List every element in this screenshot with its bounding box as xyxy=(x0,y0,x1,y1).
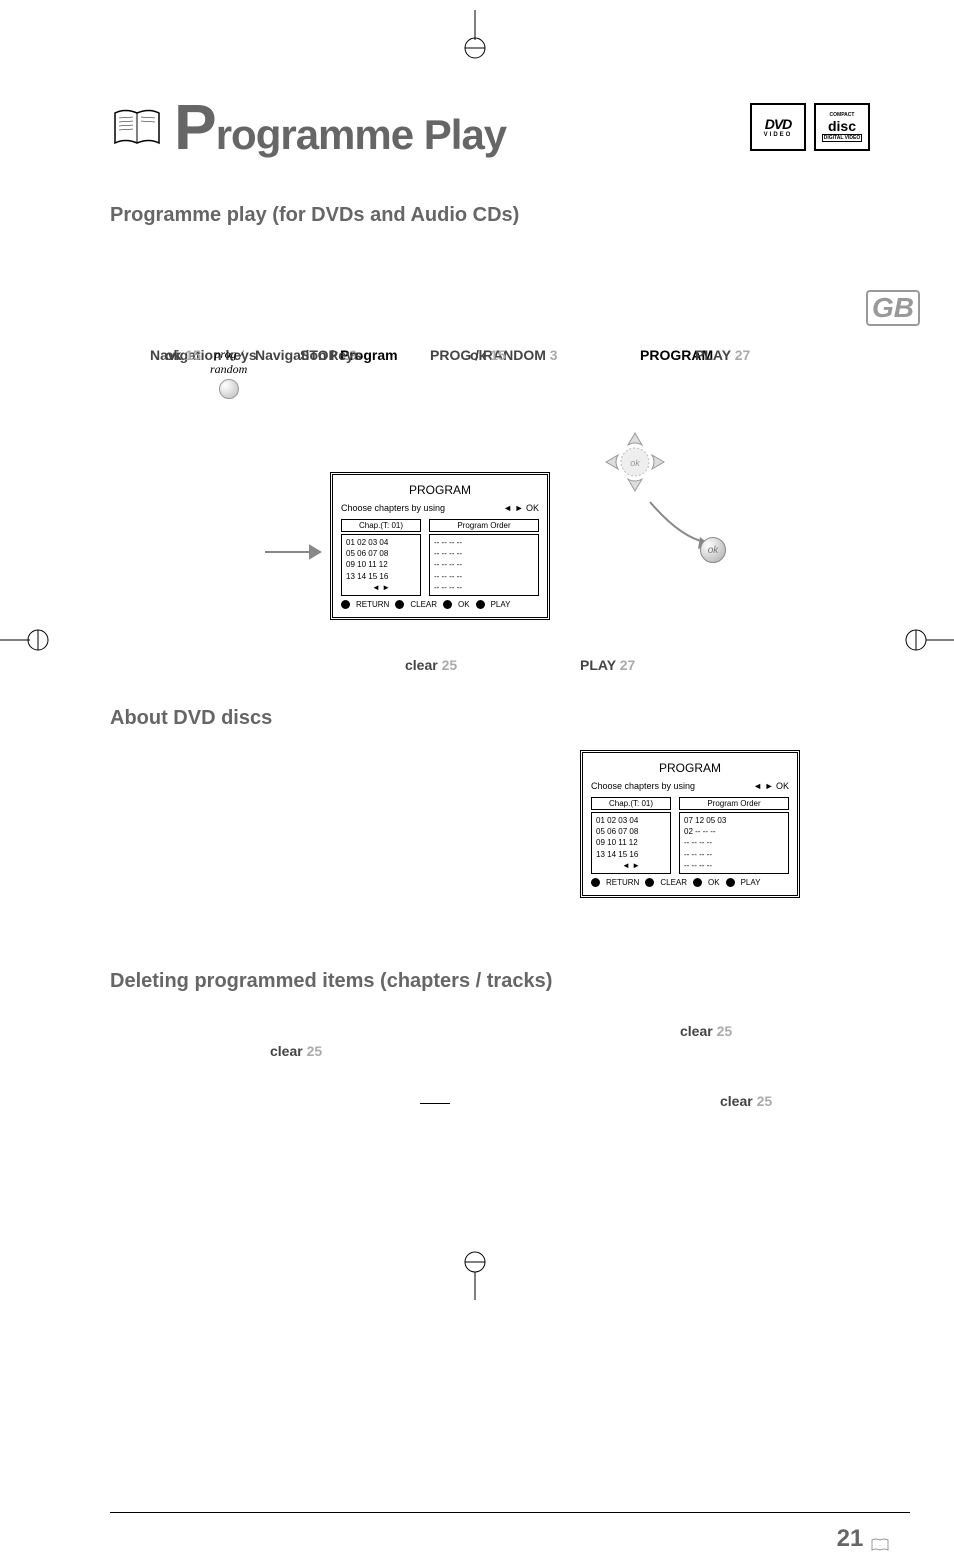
return-icon xyxy=(341,600,350,609)
label-nav2: Navigation keys xyxy=(255,347,362,363)
grid-row: 01 02 03 04 xyxy=(346,537,416,548)
round-button-icon xyxy=(219,379,239,399)
grid-row: 13 14 15 16 xyxy=(596,849,666,860)
grid-arrows: ◄ ► xyxy=(346,582,416,593)
cd-logo: COMPACT disc DIGITAL VIDEO xyxy=(814,103,870,151)
ok-icon xyxy=(443,600,452,609)
page-number: 21 xyxy=(837,1525,890,1553)
clear-icon xyxy=(645,878,654,887)
small-rule xyxy=(420,1103,450,1104)
osd2-sub-left: Choose chapters by using xyxy=(591,781,695,791)
order-row: -- -- -- -- xyxy=(434,559,534,570)
osd1-sub: Choose chapters by using ◄ ► OK xyxy=(341,503,539,513)
dvd-text: DVD xyxy=(765,116,792,132)
play-icon xyxy=(726,878,735,887)
order-row: -- -- -- -- xyxy=(684,860,784,871)
osd2-title: PROGRAM xyxy=(591,761,789,775)
diagram-area: STOP 29 PROG / RANDOM 3 Navigation keys … xyxy=(110,347,870,767)
logo-row: DVD VIDEO COMPACT disc DIGITAL VIDEO xyxy=(750,103,870,151)
prog-random-label: prog / random xyxy=(210,347,247,377)
order-row: -- -- -- -- xyxy=(684,837,784,848)
return-icon xyxy=(591,878,600,887)
label-clear: clear 25 xyxy=(405,657,457,673)
osd-panel-2: PROGRAM Choose chapters by using ◄ ► OK … xyxy=(580,750,800,898)
order-row: 02 -- -- -- xyxy=(684,826,784,837)
grid-row: 13 14 15 16 xyxy=(346,571,416,582)
osd1-right-grid: -- -- -- -- -- -- -- -- -- -- -- -- -- -… xyxy=(429,534,539,596)
label-ok2: ok 15 xyxy=(165,347,201,363)
osd2-right-hdr: Program Order xyxy=(679,797,789,810)
footer-rule xyxy=(110,1512,910,1513)
order-row: 07 12 05 03 xyxy=(684,815,784,826)
delete-header: Deleting programmed items (chapters / tr… xyxy=(110,970,870,993)
cd-bot: DIGITAL VIDEO xyxy=(822,134,862,142)
dvd-sub: VIDEO xyxy=(764,132,793,138)
book-icon xyxy=(110,103,164,151)
footer-return: RETURN xyxy=(606,878,639,887)
page-title: Programme Play xyxy=(174,90,506,164)
osd1-right-hdr: Program Order xyxy=(429,519,539,532)
prog-random-button: prog / random xyxy=(210,347,247,399)
order-row: -- -- -- -- xyxy=(434,582,534,593)
play-icon xyxy=(476,600,485,609)
arrow-icon xyxy=(260,542,330,562)
osd2-left-grid: 01 02 03 04 05 06 07 08 09 10 11 12 13 1… xyxy=(591,812,671,874)
osd1-left-hdr: Chap.(T: 01) xyxy=(341,519,421,532)
order-row: -- -- -- -- xyxy=(434,537,534,548)
label-ok1: ok 15 xyxy=(470,347,506,363)
footer-play: PLAY xyxy=(491,600,511,609)
grid-arrows: ◄ ► xyxy=(596,860,666,871)
label-play: PLAY 27 xyxy=(695,347,750,363)
osd1-sub-right: ◄ ► OK xyxy=(503,503,539,513)
footer-clear: CLEAR xyxy=(410,600,437,609)
gb-badge: GB xyxy=(866,290,920,326)
osd1-left-grid: 01 02 03 04 05 06 07 08 09 10 11 12 13 1… xyxy=(341,534,421,596)
osd2-sub: Choose chapters by using ◄ ► OK xyxy=(591,781,789,791)
ok-icon xyxy=(693,878,702,887)
order-row: -- -- -- -- xyxy=(434,548,534,559)
page-book-icon xyxy=(870,1537,890,1553)
svg-text:ok: ok xyxy=(630,458,640,468)
clear-icon xyxy=(395,600,404,609)
grid-row: 01 02 03 04 xyxy=(596,815,666,826)
footer-return: RETURN xyxy=(356,600,389,609)
order-row: -- -- -- -- xyxy=(434,571,534,582)
footer-play: PLAY xyxy=(741,878,761,887)
osd2-left-hdr: Chap.(T: 01) xyxy=(591,797,671,810)
grid-row: 09 10 11 12 xyxy=(596,837,666,848)
ok-button: ok xyxy=(700,537,726,563)
footer-ok: OK xyxy=(458,600,470,609)
footer-clear: CLEAR xyxy=(660,878,687,887)
subtitle: Programme play (for DVDs and Audio CDs) xyxy=(110,204,870,227)
grid-row: 05 06 07 08 xyxy=(346,548,416,559)
osd2-footer: RETURN CLEAR OK PLAY xyxy=(591,878,789,887)
osd1-title: PROGRAM xyxy=(341,483,539,497)
osd1-footer: RETURN CLEAR OK PLAY xyxy=(341,600,539,609)
dvd-logo: DVD VIDEO xyxy=(750,103,806,151)
label-del-clear3: clear 25 xyxy=(720,1093,772,1109)
label-play2: PLAY 27 xyxy=(580,657,635,673)
delete-labels: clear 25 clear 25 clear 25 xyxy=(110,1013,870,1133)
footer-ok: OK xyxy=(708,878,720,887)
title-text: rogramme Play xyxy=(216,111,506,158)
label-del-clear2: clear 25 xyxy=(680,1023,732,1039)
order-row: -- -- -- -- xyxy=(684,849,784,860)
label-del-clear1: clear 25 xyxy=(270,1043,322,1059)
osd1-sub-left: Choose chapters by using xyxy=(341,503,445,513)
grid-row: 09 10 11 12 xyxy=(346,559,416,570)
osd-panel-1: PROGRAM Choose chapters by using ◄ ► OK … xyxy=(330,472,550,620)
grid-row: 05 06 07 08 xyxy=(596,826,666,837)
dpad-icon: ok xyxy=(600,427,670,497)
osd2-sub-right: ◄ ► OK xyxy=(753,781,789,791)
title-row: Programme Play DVD VIDEO COMPACT disc DI… xyxy=(110,90,870,164)
osd2-right-grid: 07 12 05 03 02 -- -- -- -- -- -- -- -- -… xyxy=(679,812,789,874)
